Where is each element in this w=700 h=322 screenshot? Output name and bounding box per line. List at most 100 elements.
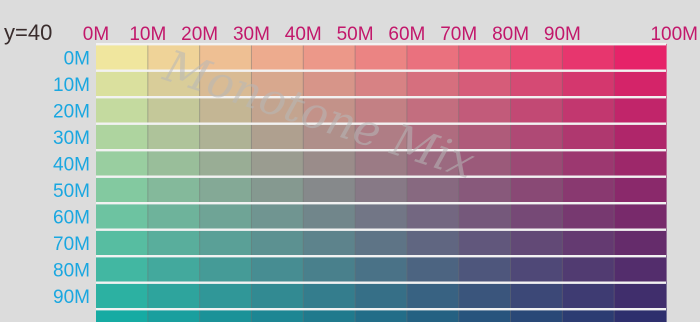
heatmap-cell-0-50 (355, 44, 408, 72)
heatmap-cell-100-30 (251, 309, 304, 322)
heatmap-cell-70-90 (562, 229, 615, 257)
heatmap-cell-30-40 (303, 123, 356, 151)
heatmap-cell-50-10 (147, 176, 201, 204)
heatmap-cell-100-80 (510, 309, 563, 322)
x-tick-label: 30M (233, 24, 270, 45)
heatmap-cell-90-0 (96, 282, 149, 310)
y-tick-label: 50M (53, 181, 90, 202)
x-tick-label: 50M (337, 24, 374, 45)
heatmap-cell-60-100 (614, 203, 667, 231)
heatmap-cell-0-20 (199, 44, 253, 72)
heatmap-cell-50-40 (303, 176, 356, 204)
x-tick-label: 40M (285, 24, 322, 45)
heatmap-cell-10-80 (510, 70, 563, 98)
grid-line-horizontal (96, 149, 666, 152)
heatmap-cell-10-60 (406, 70, 460, 98)
heatmap-cell-20-40 (303, 97, 356, 125)
heatmap-cell-0-70 (458, 44, 512, 72)
x-tick-label: 80M (492, 24, 529, 45)
heatmap-cell-90-30 (251, 282, 304, 310)
heatmap-cell-10-90 (562, 70, 615, 98)
heatmap-cell-80-100 (614, 256, 667, 284)
heatmap-cell-50-80 (510, 176, 563, 204)
heatmap-cell-100-90 (562, 309, 615, 322)
x-tick-label: 70M (440, 24, 477, 45)
heatmap-cell-20-0 (96, 97, 149, 125)
y-tick-label: 70M (53, 234, 90, 255)
heatmap-cell-20-100 (614, 97, 667, 125)
heatmap-cell-20-60 (406, 97, 460, 125)
x-tick-label: 60M (388, 24, 425, 45)
grid-line-horizontal (96, 308, 666, 311)
heatmap-cell-100-10 (147, 309, 201, 322)
heatmap-cell-20-10 (147, 97, 201, 125)
y-tick-label: 40M (53, 154, 90, 175)
heatmap-cell-100-100 (614, 309, 667, 322)
heatmap-cell-10-100 (614, 70, 667, 98)
heatmap-cell-100-40 (303, 309, 356, 322)
y-tick-label: 60M (53, 207, 90, 228)
heatmap-cell-50-70 (458, 176, 512, 204)
heatmap-cell-10-20 (199, 70, 253, 98)
heatmap-cell-80-70 (458, 256, 512, 284)
heatmap-cell-0-100 (614, 44, 667, 72)
grid-lines (96, 43, 666, 322)
heatmap-cell-100-0 (96, 309, 149, 322)
heatmap-cell-80-50 (355, 256, 408, 284)
heatmap-cell-0-10 (147, 44, 201, 72)
heatmap-cell-50-60 (406, 176, 460, 204)
corner-label: y=40 (4, 20, 52, 45)
grid-line-horizontal (96, 122, 666, 125)
heatmap-cells (96, 44, 667, 322)
x-tick-label: 20M (181, 24, 218, 45)
heatmap-cell-60-70 (458, 203, 512, 231)
heatmap-cell-20-90 (562, 97, 615, 125)
heatmap-cell-0-80 (510, 44, 563, 72)
heatmap-cell-90-20 (199, 282, 253, 310)
grid-line-horizontal (96, 175, 666, 178)
heatmap-cell-40-40 (303, 150, 356, 178)
grid-line-horizontal (96, 43, 666, 46)
heatmap-cell-30-20 (199, 123, 253, 151)
grid-line-horizontal (96, 69, 666, 72)
heatmap-cell-30-70 (458, 123, 512, 151)
heatmap-cell-80-30 (251, 256, 304, 284)
heatmap-cell-70-80 (510, 229, 563, 257)
heatmap-cell-70-50 (355, 229, 408, 257)
y-tick-label: 20M (53, 101, 90, 122)
heatmap-cell-10-40 (303, 70, 356, 98)
heatmap-cell-0-40 (303, 44, 356, 72)
heatmap-cell-70-30 (251, 229, 304, 257)
heatmap-cell-50-30 (251, 176, 304, 204)
heatmap-cell-30-0 (96, 123, 149, 151)
heatmap-cell-80-90 (562, 256, 615, 284)
y-tick-labels: 0M 10M 20M 30M 40M 50M 60M 70M 80M 90M (53, 48, 90, 308)
heatmap-cell-70-40 (303, 229, 356, 257)
heatmap-cell-90-100 (614, 282, 667, 310)
heatmap-cell-80-60 (406, 256, 460, 284)
heatmap-cell-40-60 (406, 150, 460, 178)
y-tick-label: 80M (53, 260, 90, 281)
x-tick-labels: 0M 10M 20M 30M 40M 50M 60M 70M 80M 90M 100M (83, 24, 698, 45)
heatmap-cell-60-50 (355, 203, 408, 231)
heatmap-cell-0-0 (96, 44, 149, 72)
heatmap-cell-30-80 (510, 123, 563, 151)
heatmap-cell-10-70 (458, 70, 512, 98)
heatmap-cell-10-0 (96, 70, 149, 98)
y-tick-label: 0M (64, 48, 90, 69)
heatmap-cell-10-10 (147, 70, 201, 98)
heatmap-cell-60-0 (96, 203, 149, 231)
heatmap-cell-0-90 (562, 44, 615, 72)
heatmap-cell-80-10 (147, 256, 201, 284)
heatmap-cell-60-20 (199, 203, 253, 231)
heatmap-cell-70-20 (199, 229, 253, 257)
heatmap-cell-90-40 (303, 282, 356, 310)
heatmap-cell-40-50 (355, 150, 408, 178)
heatmap-cell-50-50 (355, 176, 408, 204)
heatmap-cell-70-60 (406, 229, 460, 257)
y-tick-label: 10M (53, 75, 90, 96)
heatmap-cell-40-80 (510, 150, 563, 178)
heatmap-cell-20-30 (251, 97, 304, 125)
x-tick-label: 90M (544, 24, 581, 45)
